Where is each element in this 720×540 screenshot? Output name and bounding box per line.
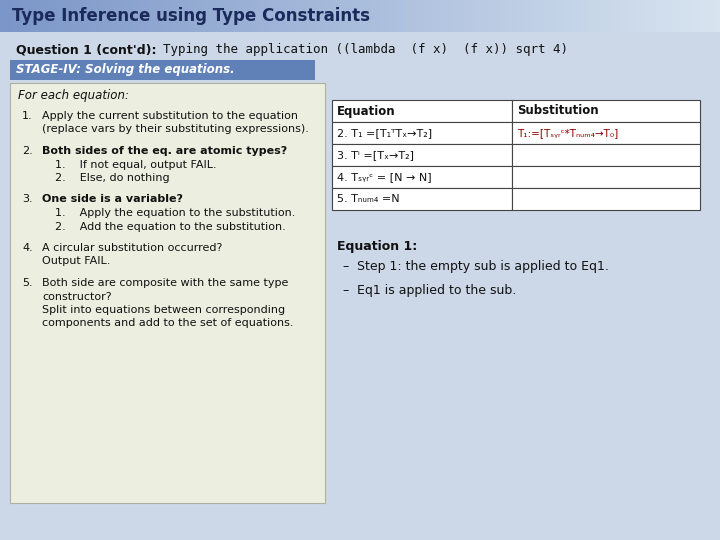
Text: 2.    Add the equation to the substitution.: 2. Add the equation to the substitution. [55,221,286,232]
Text: components and add to the set of equations.: components and add to the set of equatio… [42,319,294,328]
FancyBboxPatch shape [10,60,315,80]
Text: Both sides of the eq. are atomic types?: Both sides of the eq. are atomic types? [42,146,287,156]
Text: (replace vars by their substituting expressions).: (replace vars by their substituting expr… [42,125,309,134]
Text: Apply the current substitution to the equation: Apply the current substitution to the eq… [42,111,298,121]
Text: Equation: Equation [337,105,395,118]
Text: Typing the application ((lambda  (f x)  (f x)) sqrt 4): Typing the application ((lambda (f x) (f… [148,44,568,57]
Text: Question 1 (cont'd):: Question 1 (cont'd): [16,44,156,57]
FancyBboxPatch shape [332,122,512,144]
FancyBboxPatch shape [332,166,512,188]
Text: 2. T₁ =[T₁ᵀTₓ→T₂]: 2. T₁ =[T₁ᵀTₓ→T₂] [337,128,432,138]
Text: 3. Tⁱ =[Tₓ→T₂]: 3. Tⁱ =[Tₓ→T₂] [337,150,414,160]
Text: One side is a variable?: One side is a variable? [42,194,183,205]
Text: 2.: 2. [22,146,32,156]
Text: 1.: 1. [22,111,32,121]
Text: 2.    Else, do nothing: 2. Else, do nothing [55,173,170,183]
FancyBboxPatch shape [512,188,700,210]
Text: Substitution: Substitution [517,105,598,118]
FancyBboxPatch shape [512,100,700,122]
Text: 1.    If not equal, output FAIL.: 1. If not equal, output FAIL. [55,159,217,170]
Text: constructor?: constructor? [42,292,112,301]
Text: T₁:=[Tₛᵧᵣᶜ*Tₙᵤₘ₄→T₀]: T₁:=[Tₛᵧᵣᶜ*Tₙᵤₘ₄→T₀] [517,128,618,138]
Text: 3.: 3. [22,194,32,205]
FancyBboxPatch shape [512,166,700,188]
Text: Split into equations between corresponding: Split into equations between correspondi… [42,305,285,315]
Text: Step 1: the empty sub is applied to Eq1.: Step 1: the empty sub is applied to Eq1. [357,260,609,273]
Text: 1.    Apply the equation to the substitution.: 1. Apply the equation to the substitutio… [55,208,295,218]
FancyBboxPatch shape [332,100,512,122]
Text: Output FAIL.: Output FAIL. [42,256,110,267]
Text: Eq1 is applied to the sub.: Eq1 is applied to the sub. [357,284,516,297]
Text: –: – [342,260,348,273]
Text: 5.: 5. [22,278,32,288]
FancyBboxPatch shape [10,83,325,503]
FancyBboxPatch shape [332,144,512,166]
Text: For each equation:: For each equation: [18,89,129,102]
Text: 5. Tₙᵤₘ₄ =N: 5. Tₙᵤₘ₄ =N [337,194,400,204]
FancyBboxPatch shape [512,122,700,144]
Text: Both side are composite with the same type: Both side are composite with the same ty… [42,278,289,288]
Text: Type Inference using Type Constraints: Type Inference using Type Constraints [12,7,370,25]
FancyBboxPatch shape [512,144,700,166]
Text: STAGE-IV: Solving the equations.: STAGE-IV: Solving the equations. [16,64,235,77]
Text: 4.: 4. [22,243,32,253]
Text: A circular substitution occurred?: A circular substitution occurred? [42,243,222,253]
Text: Equation 1:: Equation 1: [337,240,418,253]
Text: 4. Tₛᵧᵣᶜ = [N → N]: 4. Tₛᵧᵣᶜ = [N → N] [337,172,431,182]
FancyBboxPatch shape [332,188,512,210]
Text: –: – [342,284,348,297]
